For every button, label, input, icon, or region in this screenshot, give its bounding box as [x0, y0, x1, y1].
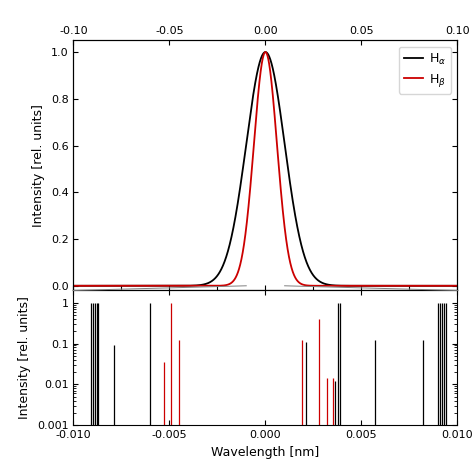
Y-axis label: Intensity [rel. units]: Intensity [rel. units] [32, 104, 46, 227]
Legend: H$_\alpha$, H$_\beta$: H$_\alpha$, H$_\beta$ [399, 47, 451, 94]
X-axis label: Wavelength [nm]: Wavelength [nm] [211, 446, 319, 458]
Y-axis label: Intensity [rel. units]: Intensity [rel. units] [18, 296, 31, 419]
